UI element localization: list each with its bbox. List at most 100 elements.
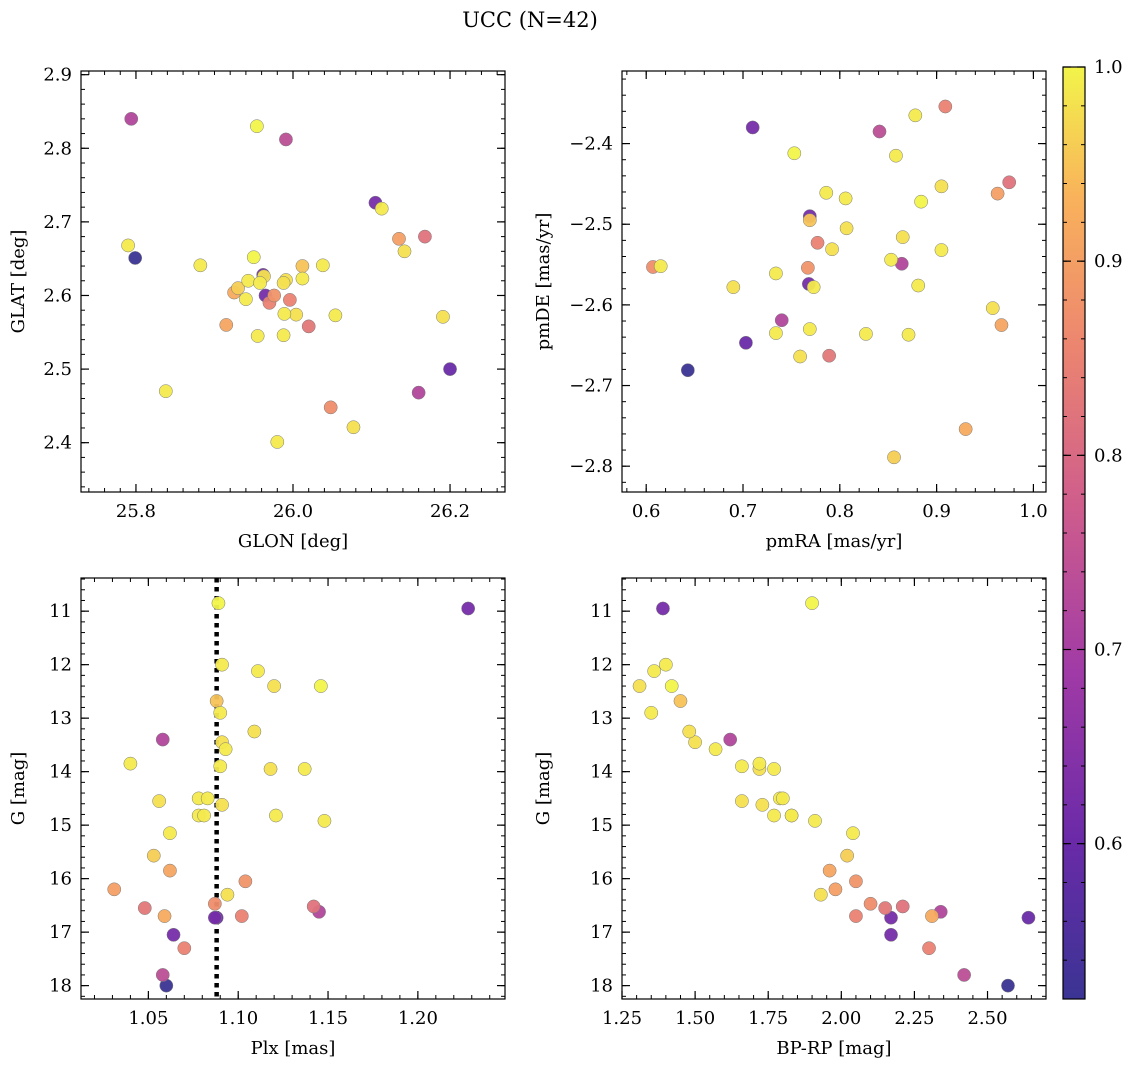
data-point [735,794,749,808]
data-point [295,259,310,273]
y-tick-label: 2.8 [43,138,72,159]
data-point [211,596,226,610]
data-point [346,420,361,435]
ticks: 0.6 0.7 0.8 0.9 1.0 −2.8 −2.7 −2.6 −2.5 −2.4 [569,71,1048,522]
y-tick-label: 2.5 [43,359,72,380]
y-tick-label: 14 [590,762,613,783]
y-axis-label: G [mag] [8,752,29,825]
data-point [200,791,215,806]
data-point [276,328,291,343]
data-point [735,759,749,774]
y-tick-label: 2.4 [43,433,72,454]
data-point [121,238,135,253]
ticks: 25.8 26.0 26.2 2.4 2.5 2.6 2.7 2.8 2.9 [43,65,505,522]
points [632,596,1036,993]
data-point [767,808,781,823]
figure-title: UCC (N=42) [462,8,598,32]
y-tick-label: 18 [49,976,72,997]
data-point [263,762,278,776]
data-point [769,266,783,281]
data-point [241,273,256,288]
data-point [267,679,281,693]
data-point [647,664,662,678]
x-axis-label: GLON [deg] [238,531,348,552]
data-point [215,657,229,672]
x-tick-label: 26.2 [430,501,470,522]
x-tick-label: 1.05 [128,1008,168,1029]
data-point [397,244,412,259]
data-point [659,657,673,672]
data-point [374,201,389,216]
data-point [901,327,916,342]
y-tick-label: −2.5 [569,214,613,235]
x-tick-label: 0.8 [825,501,854,522]
x-tick-label: 0.6 [632,501,661,522]
y-tick-label: 17 [49,922,72,943]
data-point [289,307,303,322]
colorbar-tick-label: 0.9 [1094,251,1123,272]
data-point [793,349,807,364]
data-point [994,318,1009,332]
data-point [859,327,873,341]
y-tick-label: 15 [590,815,613,836]
x-axis-label: pmRA [mas/yr] [766,531,903,552]
y-tick-label: 13 [590,708,613,729]
data-point [152,794,167,808]
data-point [755,797,770,812]
axes-frame [621,70,1047,493]
data-point [1021,910,1036,925]
data-point [767,762,781,776]
data-point [801,260,815,275]
data-point [251,664,265,678]
y-tick-label: 18 [590,976,613,997]
data-point [925,909,939,923]
data-point [123,756,138,771]
y-tick-label: 2.9 [43,65,72,86]
data-point [985,301,1000,315]
data-point [872,124,887,139]
data-point [461,601,476,616]
data-point [958,422,973,436]
data-point [682,724,697,739]
data-point [177,941,192,956]
data-point [418,229,432,244]
data-point [193,258,208,273]
colorbar-tick-label: 0.6 [1094,834,1123,855]
data-point [726,280,741,294]
data-point [802,322,817,336]
data-point [849,909,863,923]
y-axis-label: pmDE [mas/yr] [533,213,554,351]
data-point [1002,175,1017,190]
y-tick-label: 16 [49,869,72,890]
data-point [895,230,910,244]
data-point [1001,978,1015,993]
data-point [220,887,235,902]
y-axis-label: GLAT [deg] [8,230,29,334]
y-tick-label: 17 [590,922,613,943]
data-point [207,910,222,925]
data-point [269,808,283,823]
x-axis-label: BP-RP [mag] [776,1038,891,1059]
y-tick-label: 12 [49,655,72,676]
data-point [752,756,767,771]
data-point [163,826,177,841]
data-point [863,896,878,911]
data-point [155,732,170,747]
data-point [219,318,234,332]
data-point [250,119,264,134]
data-point [775,791,790,806]
data-point [739,335,753,350]
colorbar-ticks: 0.6 0.7 0.8 0.9 1.0 [1063,57,1123,1000]
x-tick-label: 1.10 [218,1008,258,1029]
data-point [313,679,328,693]
data-point [207,896,222,911]
y-axis-label: G [mag] [533,752,554,825]
colorbar-tick-label: 0.8 [1094,445,1123,466]
data-point [813,887,828,902]
axes-frame [80,70,506,493]
data-point [839,221,854,236]
x-tick-label: 1.75 [748,1008,788,1029]
data-point [279,132,293,147]
x-axis-label: Plx [mas] [251,1038,336,1059]
x-tick-label: 1.15 [308,1008,348,1029]
